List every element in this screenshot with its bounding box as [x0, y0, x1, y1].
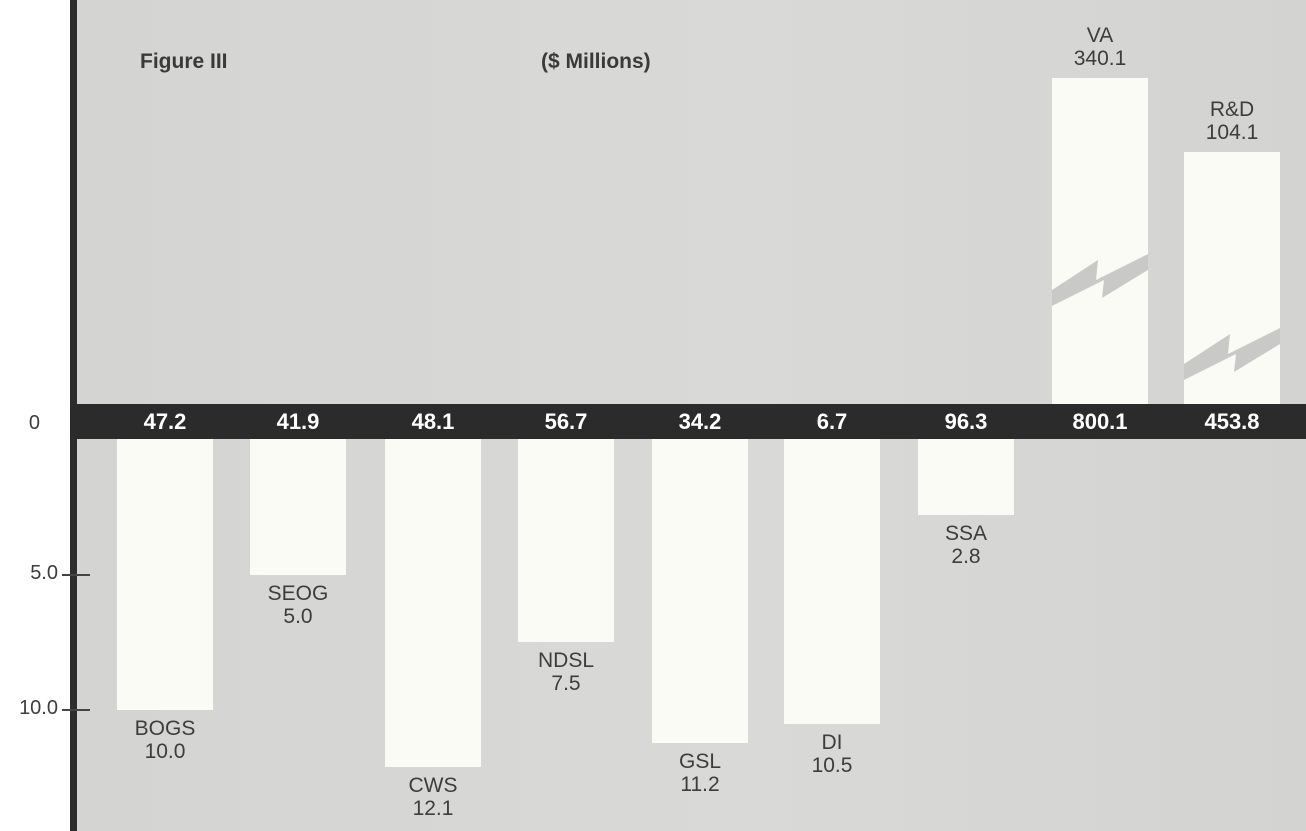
scale-break-shape — [1184, 328, 1280, 380]
bar-label-bogs: BOGS 10.0 — [134, 717, 196, 763]
bar-va — [1052, 78, 1148, 404]
band-value-gsl: 34.2 — [678, 409, 722, 434]
tick-label-5-0: 5.0 — [30, 561, 58, 584]
bar-bogs — [117, 439, 213, 710]
bar-di — [784, 439, 880, 724]
band-value-di: 6.7 — [816, 409, 848, 434]
bar-seog — [250, 439, 346, 575]
scale-break-r-d — [1184, 328, 1280, 380]
band-value-ndsl: 56.7 — [544, 409, 588, 434]
band-value-r-d: 453.8 — [1204, 409, 1260, 434]
zero-band — [70, 404, 1306, 439]
tick-mark-10-0 — [62, 709, 90, 711]
tick-label-10-0: 10.0 — [19, 697, 58, 719]
band-value-ssa: 96.3 — [944, 409, 988, 434]
bar-label-va: VA 340.1 — [1073, 24, 1127, 70]
bar-label-seog: SEOG 5.0 — [267, 581, 329, 628]
figure-label: Figure III — [140, 50, 228, 73]
unit-label: ($ Millions) — [541, 50, 651, 73]
tick-mark-5-0 — [62, 573, 90, 576]
scale-break-va — [1052, 254, 1148, 306]
bar-label-di: DI 10.5 — [811, 730, 853, 777]
bar-label-cws: CWS 12.1 — [408, 773, 458, 820]
bar-label-gsl: GSL 11.2 — [678, 749, 722, 796]
bar-ndsl — [518, 439, 614, 643]
band-value-va: 800.1 — [1072, 409, 1128, 434]
band-value-bogs: 47.2 — [143, 409, 187, 434]
bar-r-d — [1184, 152, 1280, 404]
band-value-seog: 41.9 — [276, 409, 320, 434]
bar-label-ndsl: NDSL 7.5 — [537, 649, 595, 696]
bar-cws — [385, 439, 481, 767]
bar-gsl — [652, 439, 748, 743]
band-value-cws: 48.1 — [411, 409, 455, 434]
scale-break-shape — [1052, 254, 1148, 306]
bar-ssa — [918, 439, 1014, 515]
bar-label-r-d: R&D 104.1 — [1205, 98, 1259, 144]
tick-label-0: 0 — [28, 412, 40, 434]
bar-label-ssa: SSA 2.8 — [944, 521, 988, 568]
